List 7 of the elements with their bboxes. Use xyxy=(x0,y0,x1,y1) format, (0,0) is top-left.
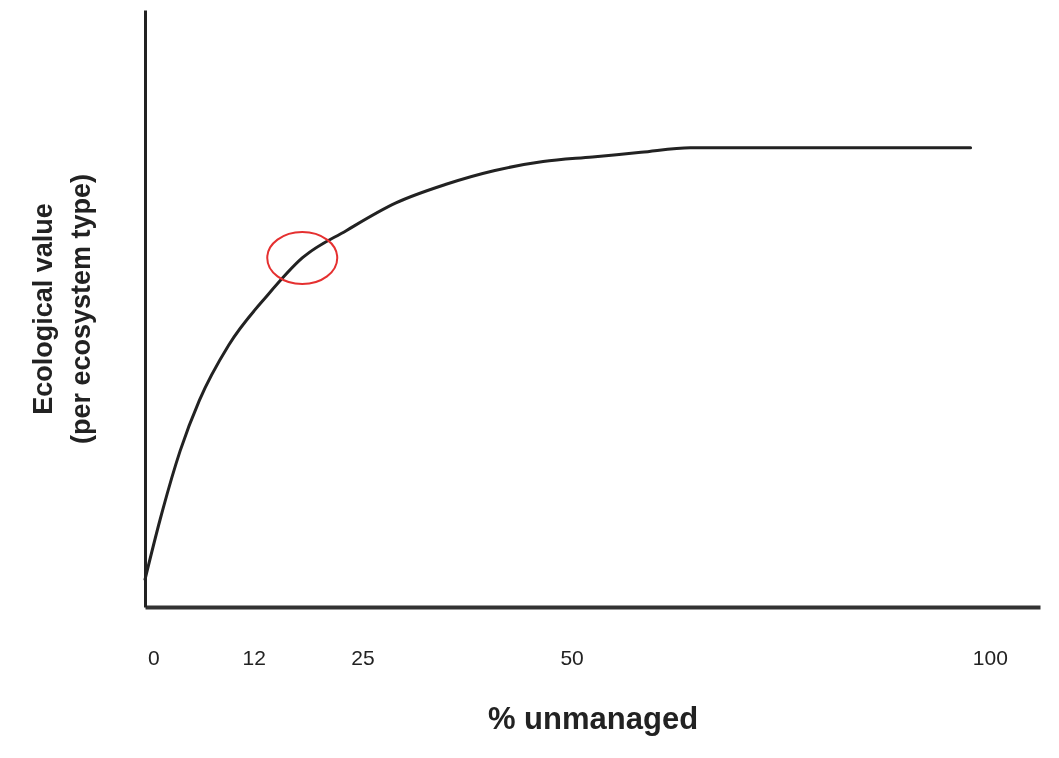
x-tick-label: 50 xyxy=(560,645,584,669)
x-axis-title: % unmanaged xyxy=(487,700,699,736)
y-axis-title: Ecological value (per ecosystem type) xyxy=(27,173,96,445)
x-tick-label: 12 xyxy=(242,645,266,669)
x-tick-label: 100 xyxy=(972,645,1008,669)
x-tick-label: 25 xyxy=(351,645,375,669)
x-tick-label: 0 xyxy=(148,645,160,669)
